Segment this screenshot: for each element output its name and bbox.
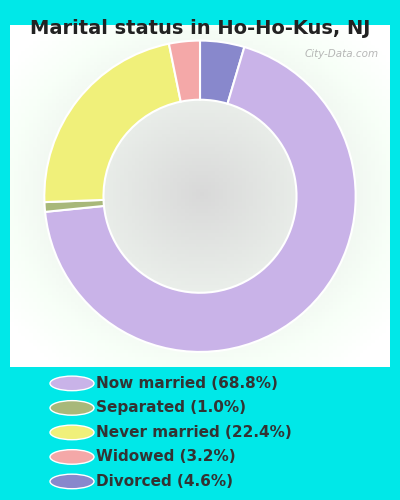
- Text: Separated (1.0%): Separated (1.0%): [96, 400, 246, 415]
- Circle shape: [50, 425, 94, 440]
- Text: Widowed (3.2%): Widowed (3.2%): [96, 450, 236, 464]
- Wedge shape: [169, 40, 200, 102]
- Wedge shape: [200, 40, 244, 104]
- Text: Now married (68.8%): Now married (68.8%): [96, 376, 278, 391]
- Text: City-Data.com: City-Data.com: [304, 49, 378, 59]
- Wedge shape: [45, 47, 356, 352]
- Text: Never married (22.4%): Never married (22.4%): [96, 425, 292, 440]
- Wedge shape: [44, 200, 104, 212]
- Wedge shape: [44, 44, 181, 202]
- Text: Marital status in Ho-Ho-Kus, NJ: Marital status in Ho-Ho-Kus, NJ: [30, 18, 370, 38]
- Text: Divorced (4.6%): Divorced (4.6%): [96, 474, 233, 489]
- Circle shape: [50, 450, 94, 464]
- Circle shape: [50, 474, 94, 488]
- Circle shape: [50, 376, 94, 390]
- Circle shape: [50, 400, 94, 415]
